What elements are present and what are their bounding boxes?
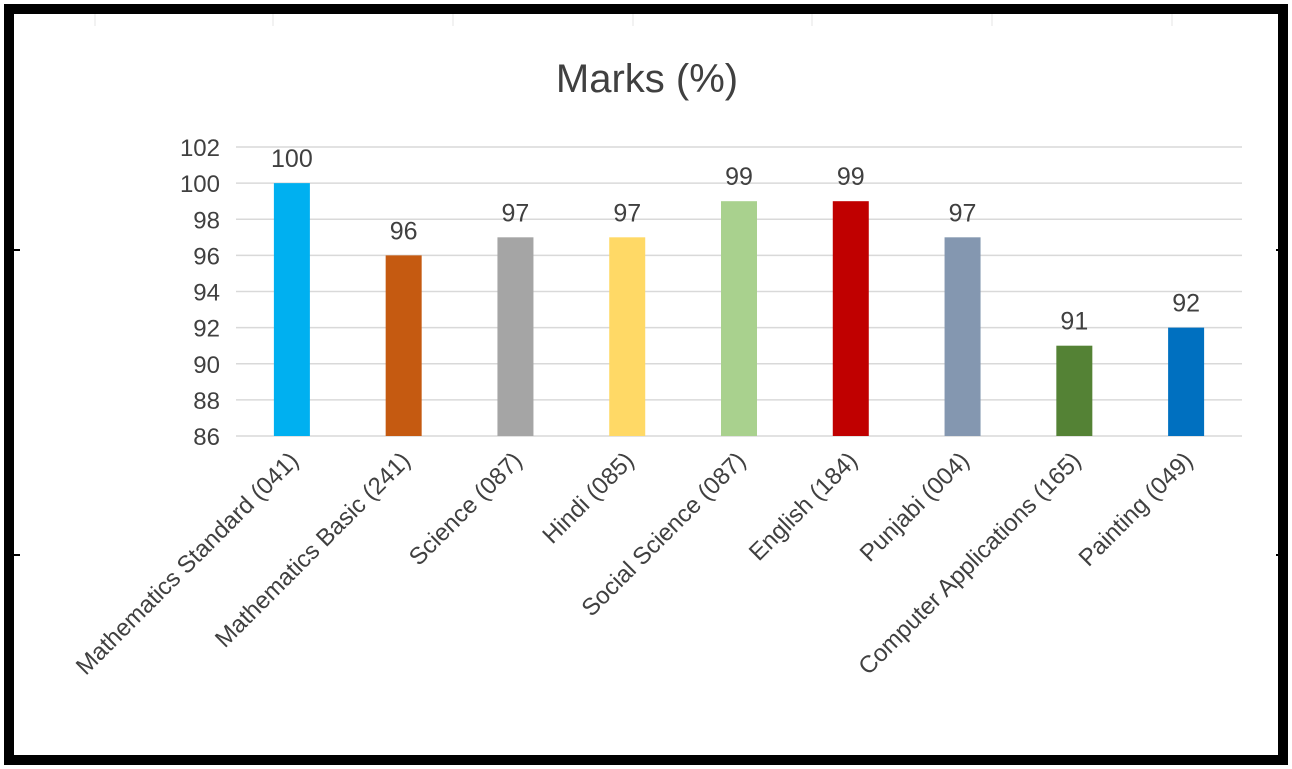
data-label: 97 bbox=[613, 199, 641, 227]
bar bbox=[497, 237, 534, 436]
bar bbox=[832, 201, 869, 436]
x-category-label: Science (087) bbox=[404, 447, 528, 571]
y-tick-label: 100 bbox=[180, 171, 220, 198]
bar bbox=[944, 237, 981, 436]
x-axis-category-labels: Mathematics Standard (041)Mathematics Ba… bbox=[71, 447, 1198, 680]
y-tick-label: 86 bbox=[193, 424, 220, 451]
bar bbox=[609, 237, 646, 436]
x-category-label: Hindi (085) bbox=[537, 447, 639, 549]
data-label: 99 bbox=[837, 163, 865, 191]
side-cell-ticks bbox=[14, 249, 1282, 556]
bar bbox=[1168, 327, 1205, 436]
bar bbox=[1056, 345, 1093, 436]
y-tick-label: 98 bbox=[193, 207, 220, 234]
data-label: 91 bbox=[1060, 308, 1088, 336]
x-category-label: English (184) bbox=[744, 447, 863, 566]
y-tick-label: 92 bbox=[193, 316, 220, 343]
data-labels: 100 96 97 97 99 99 97 91 92 bbox=[271, 145, 1200, 336]
data-label: 96 bbox=[390, 217, 418, 245]
bar bbox=[385, 255, 422, 436]
data-label: 99 bbox=[725, 163, 753, 191]
x-category-label: Mathematics Standard (041) bbox=[71, 447, 304, 680]
y-tick-label: 96 bbox=[193, 243, 220, 270]
x-category-label: Punjabi (004) bbox=[855, 447, 975, 567]
bars bbox=[273, 183, 1205, 436]
y-tick-label: 88 bbox=[193, 388, 220, 415]
data-label: 100 bbox=[271, 145, 313, 173]
y-axis-tick-labels: 102 100 98 96 94 92 90 88 86 bbox=[180, 135, 220, 451]
x-category-label: Computer Applications (165) bbox=[853, 447, 1086, 680]
background-cell-lines bbox=[94, 14, 1173, 26]
data-label: 92 bbox=[1172, 290, 1200, 318]
bar bbox=[273, 183, 310, 436]
y-tick-label: 102 bbox=[180, 135, 220, 162]
y-tick-label: 90 bbox=[193, 352, 220, 379]
y-tick-label: 94 bbox=[193, 280, 220, 307]
x-category-label: Mathematics Basic (241) bbox=[210, 447, 416, 653]
data-label: 97 bbox=[949, 199, 977, 227]
x-category-label: Painting (049) bbox=[1074, 447, 1199, 572]
data-label: 97 bbox=[502, 199, 530, 227]
chart-title: Marks (%) bbox=[556, 57, 738, 101]
bar bbox=[721, 201, 757, 436]
